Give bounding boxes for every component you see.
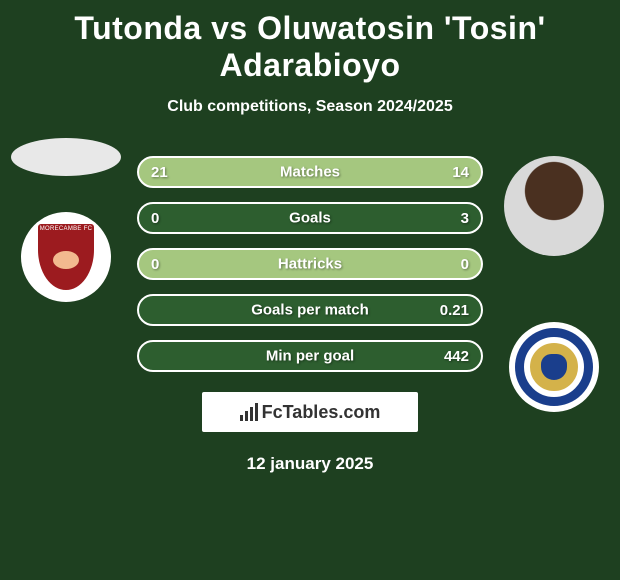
stat-right-value: 3 xyxy=(461,210,469,227)
player-left-photo xyxy=(11,138,121,176)
stat-right-value: 0.21 xyxy=(440,302,469,319)
stat-right-value: 0 xyxy=(461,256,469,273)
page-title: Tutonda vs Oluwatosin 'Tosin' Adarabioyo xyxy=(0,0,620,84)
morecambe-shield-icon: MORECAMBE FC xyxy=(35,221,97,293)
brand-panel: FcTables.com xyxy=(202,392,418,432)
stat-row-mpg: Min per goal 442 xyxy=(137,340,483,372)
player-right-photo xyxy=(504,156,604,256)
chelsea-lion-icon xyxy=(541,354,567,380)
comparison-panel: MORECAMBE FC 21 Matches 14 0 Goals 3 0 xyxy=(0,156,620,474)
club-crest-right xyxy=(509,322,599,412)
stat-label: Goals per match xyxy=(251,302,369,319)
shrimp-icon xyxy=(53,251,79,269)
stat-label: Matches xyxy=(280,164,340,181)
stat-left-value: 0 xyxy=(151,256,159,273)
date-line: 12 january 2025 xyxy=(0,454,620,474)
left-player-column: MORECAMBE FC xyxy=(6,138,126,302)
stat-row-goals: 0 Goals 3 xyxy=(137,202,483,234)
chelsea-ring-icon xyxy=(515,328,593,406)
subtitle: Club competitions, Season 2024/2025 xyxy=(0,98,620,116)
brand-bars-icon xyxy=(240,403,258,421)
right-player-column xyxy=(494,156,614,412)
stat-right-value: 442 xyxy=(444,348,469,365)
club-crest-left: MORECAMBE FC xyxy=(21,212,111,302)
brand-text: FcTables.com xyxy=(262,402,381,423)
stat-left-value: 0 xyxy=(151,210,159,227)
stat-row-matches: 21 Matches 14 xyxy=(137,156,483,188)
stat-row-gpm: Goals per match 0.21 xyxy=(137,294,483,326)
stat-right-value: 14 xyxy=(452,164,469,181)
stat-label: Min per goal xyxy=(266,348,354,365)
stat-bars: 21 Matches 14 0 Goals 3 0 Hattricks 0 Go… xyxy=(137,156,483,372)
stat-left-value: 21 xyxy=(151,164,168,181)
stat-label: Goals xyxy=(289,210,331,227)
stat-label: Hattricks xyxy=(278,256,342,273)
stat-row-hattricks: 0 Hattricks 0 xyxy=(137,248,483,280)
